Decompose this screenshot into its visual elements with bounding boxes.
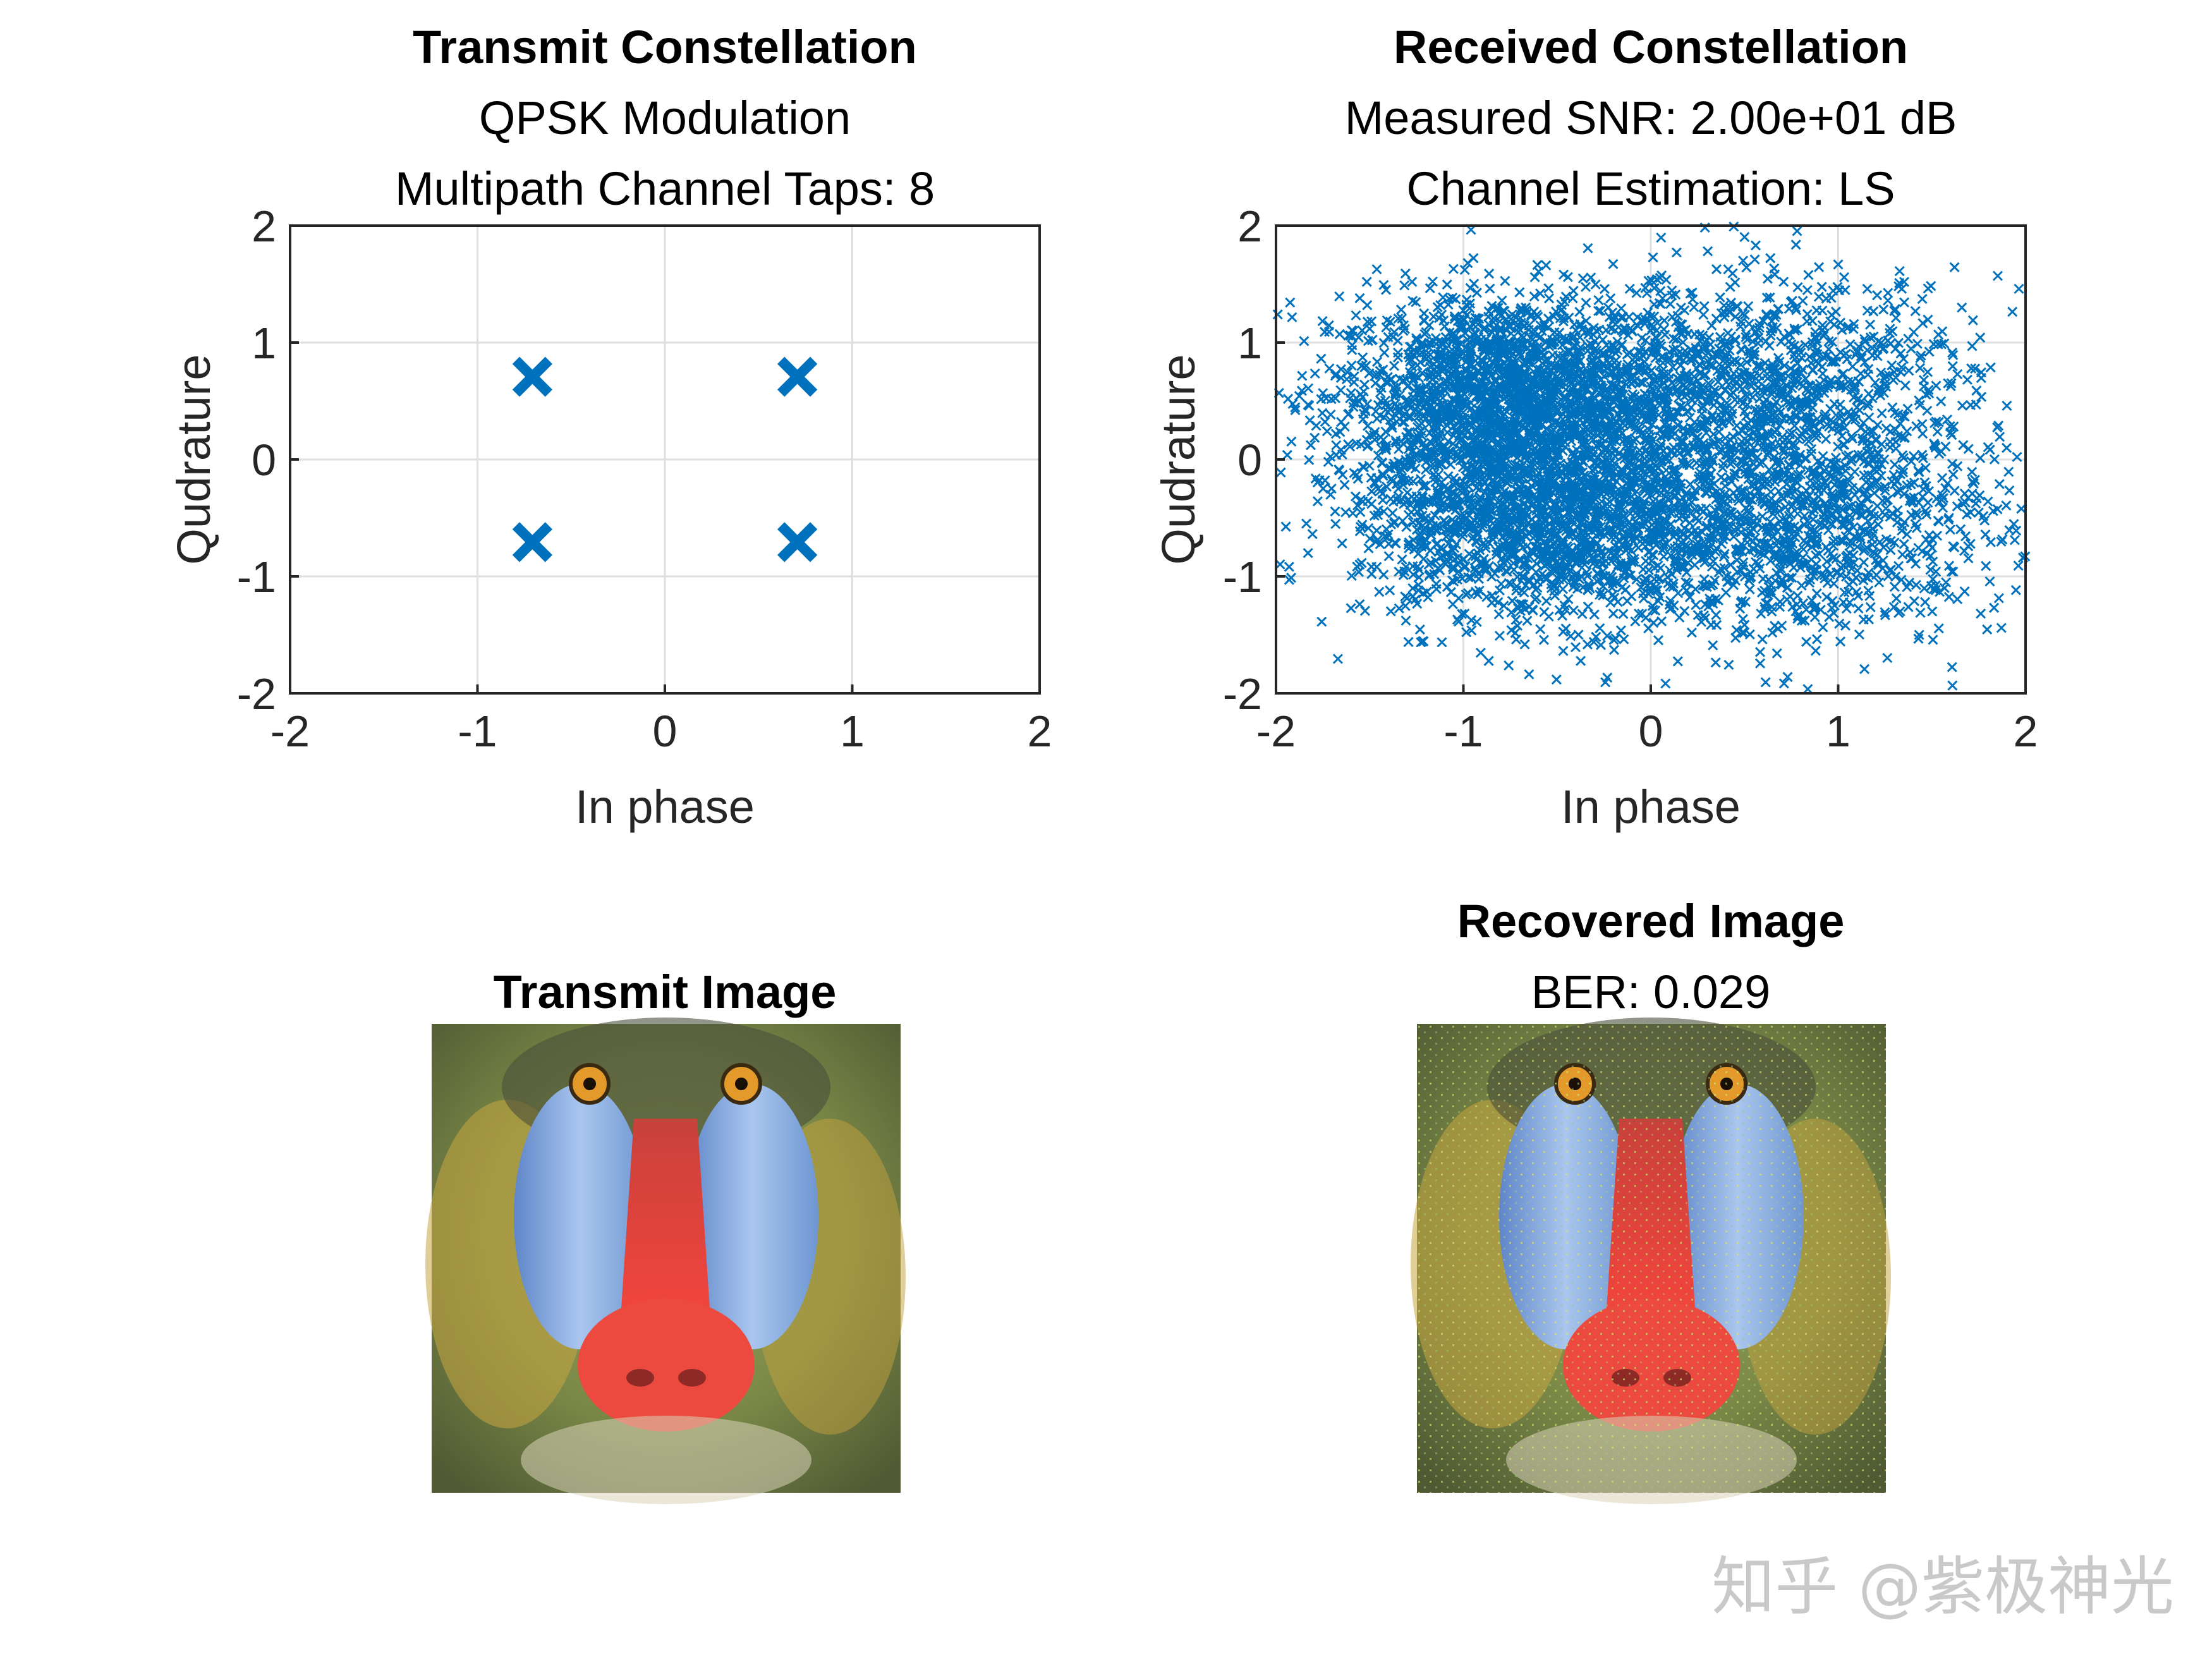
recovered-image-panel: Recovered Image BER: 0.029 [1411,895,1891,1504]
x-tick-label: -2 [1256,707,1296,756]
received-constellation-chart: Received Constellation Measured SNR: 2.0… [1152,21,2038,833]
mandrill-photo [425,1018,906,1504]
y-tick-label: -1 [1223,552,1262,602]
received-constellation-title: Received Constellation [1394,21,1908,73]
received-constellation-subtitle-snr: Measured SNR: 2.00e+01 dB [1345,92,1957,144]
y-tick-label: 1 [252,319,276,368]
bit-error-noise [1417,1024,1886,1493]
transmit-constellation-subtitle-modulation: QPSK Modulation [479,92,851,144]
received-symbol-markers [1272,221,2031,695]
y-tick-label: 0 [1237,435,1262,485]
transmit-constellation-xlabel: In phase [575,781,755,833]
transmit-image-title: Transmit Image [494,966,837,1018]
y-tick-label: 2 [252,202,276,251]
y-tick-label: -2 [237,669,276,719]
received-constellation-ticks: -2 -1 0 1 2 -2 -1 0 1 2 [1223,202,2038,756]
x-tick-label: -2 [270,707,310,756]
received-constellation-subtitle-estimation: Channel Estimation: LS [1406,162,1895,215]
x-tick-label: -1 [1443,707,1483,756]
mandrill-photo-noisy [1411,1018,1891,1504]
constellation-point [777,522,818,562]
x-tick-label: -1 [458,707,497,756]
x-tick-label: 0 [1639,707,1663,756]
received-constellation-xlabel: In phase [1561,781,1741,833]
constellation-point [512,522,553,562]
transmit-constellation-title: Transmit Constellation [413,21,917,73]
x-tick-label: 0 [653,707,678,756]
received-constellation-points [1272,221,2031,695]
transmit-constellation-subtitle-taps: Multipath Channel Taps: 8 [395,162,935,215]
constellation-point [777,356,818,397]
transmit-constellation-grid [289,224,1041,695]
transmit-constellation-chart: Transmit Constellation QPSK Modulation M… [167,21,1052,833]
watermark: 知乎 @紫极神光 [1711,1550,2174,1624]
y-tick-label: 0 [252,435,276,485]
recovered-image-ber: BER: 0.029 [1531,966,1770,1018]
transmit-constellation-points [512,356,818,562]
y-tick-label: -1 [237,552,276,602]
received-constellation-ylabel: Qudrature [1152,354,1205,564]
recovered-image-title: Recovered Image [1457,895,1845,947]
y-tick-label: -2 [1223,669,1262,719]
transmit-image-panel: Transmit Image [425,966,906,1504]
x-tick-label: 2 [2014,707,2038,756]
transmit-constellation-ticks: -2 -1 0 1 2 -2 -1 0 1 2 [237,202,1052,756]
x-tick-label: 1 [840,707,865,756]
constellation-point [512,356,553,397]
y-tick-label: 1 [1237,319,1262,368]
y-tick-label: 2 [1237,202,1262,251]
x-tick-label: 1 [1826,707,1850,756]
x-tick-label: 2 [1028,707,1052,756]
transmit-constellation-ylabel: Qudrature [167,354,220,564]
